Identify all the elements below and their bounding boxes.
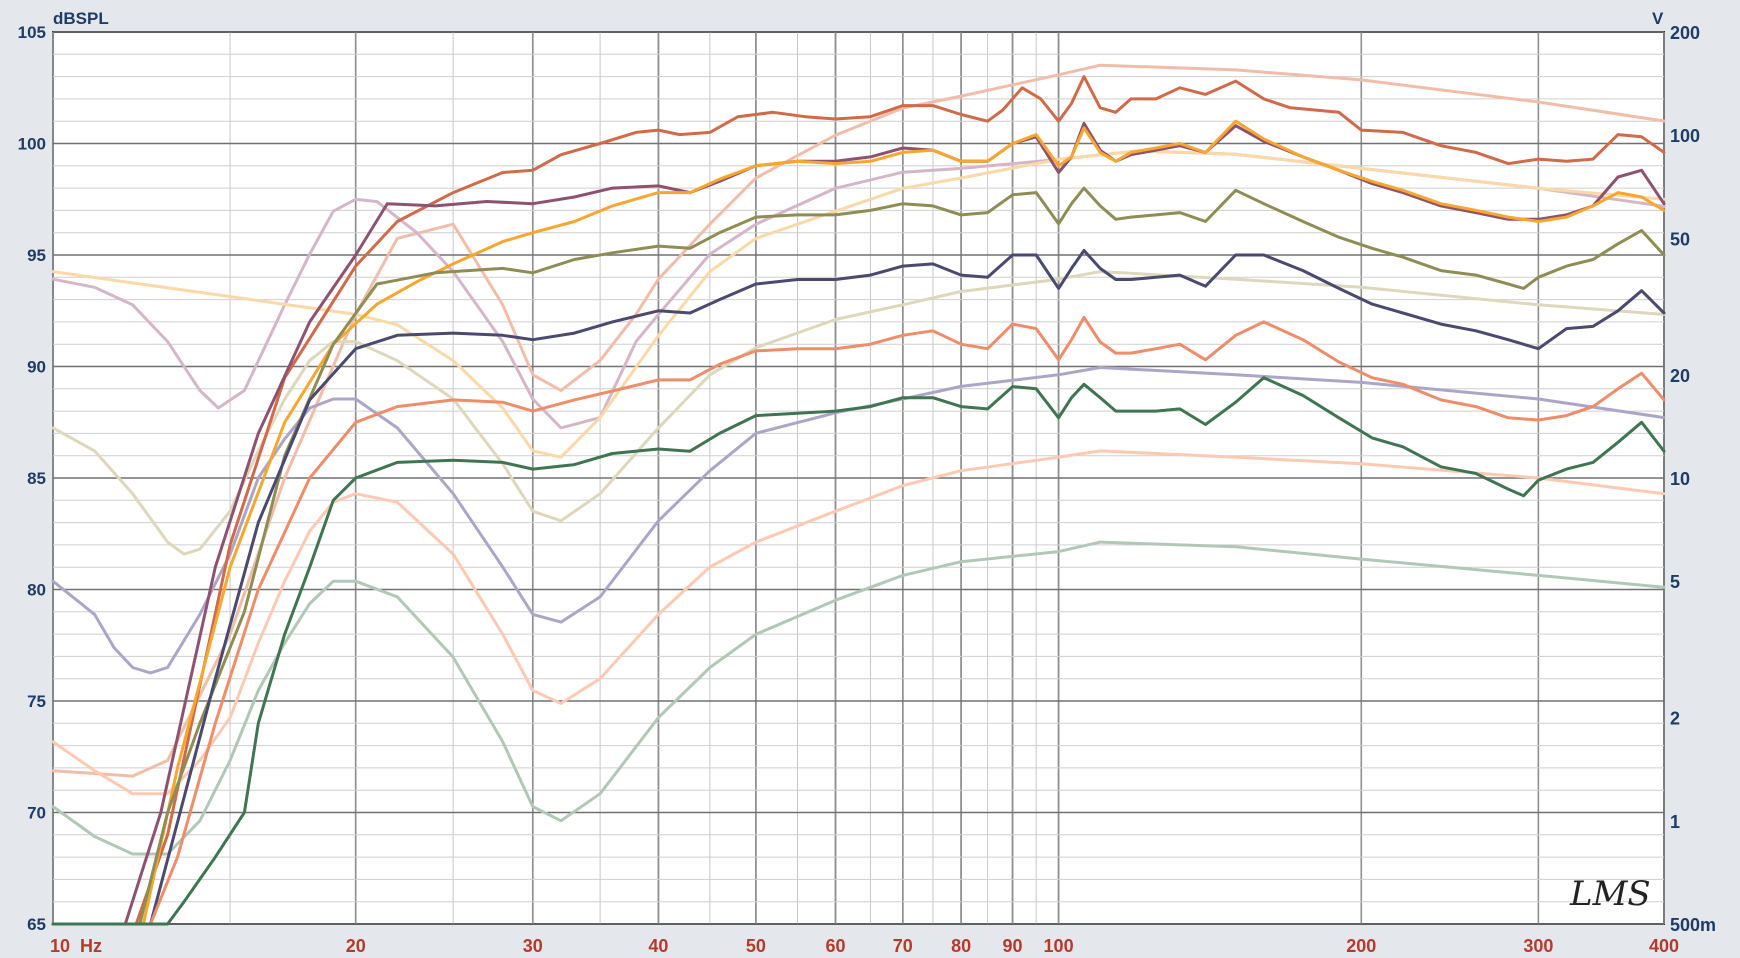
x-unit-label: Hz [80, 936, 102, 956]
voltage-series-line [51, 540, 1666, 856]
x-tick-label: 70 [893, 936, 913, 956]
y-tick-label: 95 [27, 246, 46, 265]
x-tick-label: 200 [1346, 936, 1376, 956]
x-tick-label: 50 [746, 936, 766, 956]
spl-series-line [51, 315, 1666, 926]
y-tick-label: 70 [27, 804, 46, 823]
x-tick-label: 40 [648, 936, 668, 956]
y-tick-label: 65 [27, 915, 46, 934]
y2-tick-label: 2 [1670, 709, 1680, 729]
x-tick-label: 90 [1003, 936, 1023, 956]
spl-series-line [51, 119, 1666, 926]
spl-series-line [51, 249, 1666, 926]
y2-tick-label: 20 [1670, 366, 1690, 386]
y-tick-label: 90 [27, 358, 46, 377]
y2-axis-label: V [1652, 9, 1664, 28]
x-tick-label: 60 [825, 936, 845, 956]
voltage-series-line [51, 63, 1666, 778]
y-axis-label: dBSPL [53, 9, 109, 28]
x-tick-label: 100 [1044, 936, 1074, 956]
spl-series-line [51, 376, 1666, 926]
grid [52, 31, 1665, 925]
x-tick-label: 80 [951, 936, 971, 956]
voltage-series-line [51, 449, 1666, 796]
x-tick-label: 10 [50, 936, 70, 956]
tick-labels: 65 70 75 80 85 90 95 100 105 500m 1 2 5 10 20 50 100 200 1… [18, 23, 1716, 956]
y-tick-label: 80 [27, 581, 46, 600]
series-lines [51, 63, 1666, 926]
y-tick-label: 105 [18, 23, 46, 42]
voltage-series-line [51, 366, 1666, 675]
y2-tick-label: 10 [1670, 469, 1690, 489]
y2-tick-label: 200 [1670, 23, 1700, 43]
x-tick-label: 20 [346, 936, 366, 956]
spl-series-line [51, 186, 1666, 926]
spl-series-line [51, 75, 1666, 926]
y-tick-label: 85 [27, 469, 46, 488]
y2-tick-label: 500m [1670, 915, 1716, 935]
lms-logo: LMS [1569, 874, 1651, 914]
y2-tick-label: 100 [1670, 126, 1700, 146]
y-tick-label: 100 [18, 135, 46, 154]
y2-tick-label: 1 [1670, 812, 1680, 832]
y-tick-label: 75 [27, 692, 46, 711]
x-tick-label: 400 [1649, 936, 1679, 956]
y2-tick-label: 50 [1670, 229, 1690, 249]
x-tick-label: 30 [523, 936, 543, 956]
x-tick-label: 300 [1523, 936, 1553, 956]
y2-tick-label: 5 [1670, 572, 1680, 592]
voltage-series-line [51, 149, 1666, 459]
